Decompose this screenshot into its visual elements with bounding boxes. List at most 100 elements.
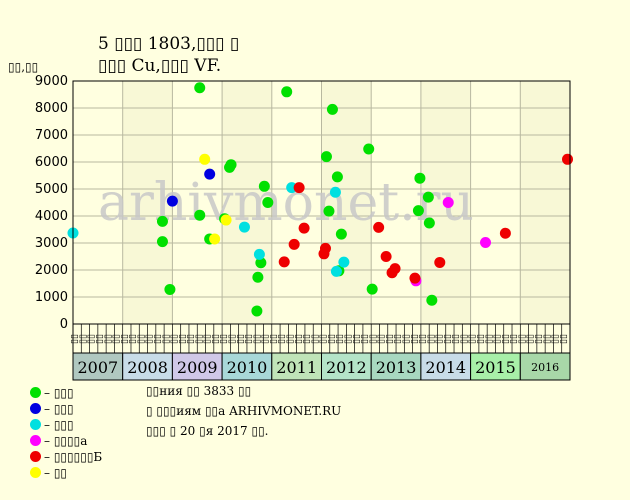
month-tick-label-34: ▯▯ (352, 334, 362, 344)
month-tick-label-53: ▯▯ (509, 334, 519, 344)
month-tick-label-41: ▯▯ (410, 334, 420, 344)
month-tick-label-29: ▯▯ (310, 334, 320, 344)
y-tick-label-3000: 3000 (35, 236, 68, 251)
month-tick-label-40: ▯▯ (401, 334, 411, 344)
month-tick-label-35: ▯▯ (360, 334, 370, 344)
month-tick-label-51: ▯▯ (493, 334, 503, 344)
legend-green-dot (30, 387, 41, 398)
y-tick-label-1000: 1000 (35, 290, 68, 305)
data-point-s4-7 (380, 251, 392, 262)
data-point-s0-11 (255, 257, 267, 269)
legend-blue-label: – ▯▯▯ (44, 402, 74, 416)
month-tick-label-3: ▯▯ (95, 334, 105, 344)
data-point-s0-3 (194, 82, 206, 94)
month-tick-label-11: ▯▯ (161, 334, 171, 344)
year-band-2012 (321, 81, 372, 324)
month-tick-label-50: ▯▯ (484, 334, 494, 344)
month-tick-label-32: ▯▯ (335, 334, 345, 344)
data-points (67, 82, 574, 317)
month-tick-label-58: ▯▯ (551, 334, 561, 344)
legend-red-dot (30, 451, 41, 462)
month-tick-label-12: ▯▯ (170, 334, 180, 344)
y-tick-label-7000: 7000 (35, 128, 68, 143)
data-point-s4-11 (434, 256, 446, 268)
year-label-2016: 2016 (531, 361, 559, 374)
month-tick-label-4: ▯▯ (103, 334, 113, 344)
legend-item-red: – ▯▯▯▯▯▯Б (30, 450, 102, 464)
month-tick-label-23: ▯▯ (261, 334, 271, 344)
year-label-2009: 2009 (177, 358, 218, 377)
legend-blue-dot (30, 403, 41, 414)
data-point-s4-5 (319, 242, 331, 254)
y-tick-label-2000: 2000 (35, 263, 68, 278)
data-point-s0-21 (363, 143, 375, 155)
month-tick-label-31: ▯▯ (327, 334, 337, 344)
year-band-2009 (172, 81, 223, 324)
data-point-s4-1 (288, 238, 300, 250)
y-tick-label-6000: 6000 (35, 155, 68, 170)
chart-title-line-2: ▯▯▯ Cu,▯▯▯ VF. (98, 56, 221, 76)
year-label-2015: 2015 (475, 358, 516, 377)
month-tick-label-57: ▯▯ (542, 334, 552, 344)
year-bands (73, 81, 570, 324)
month-tick-label-49: ▯▯ (476, 334, 486, 344)
data-point-s4-3 (298, 222, 310, 234)
month-tick-label-5: ▯▯ (112, 334, 122, 344)
legend-yellow-label: – ▯▯ (44, 466, 68, 480)
month-tick-label-15: ▯▯ (194, 334, 204, 344)
data-point-s3-1 (442, 197, 454, 208)
legend-magenta-label: – ▯▯▯▯а (44, 434, 88, 448)
y-tick-label-0: 0 (60, 317, 68, 332)
month-tick-label-8: ▯▯ (136, 334, 146, 344)
chart-title-line-1: 5 ▯▯▯ 1803,▯▯▯ ▯ (98, 34, 239, 54)
month-tick-label-27: ▯▯ (294, 334, 304, 344)
month-tick-label-36: ▯▯ (368, 334, 378, 344)
month-tick-label-0: ▯▯ (70, 334, 80, 344)
data-point-s1-1 (204, 168, 216, 180)
year-label-2011: 2011 (276, 358, 317, 377)
month-tick-label-7: ▯▯ (128, 334, 138, 344)
data-point-s4-13 (562, 153, 574, 165)
month-tick-label-39: ▯▯ (393, 334, 403, 344)
year-band-2007 (73, 81, 123, 324)
data-point-s4-2 (293, 182, 305, 194)
year-label-2014: 2014 (425, 358, 466, 377)
month-tick-label-9: ▯▯ (145, 334, 155, 344)
legend-magenta-dot (30, 435, 41, 446)
month-tick-label-43: ▯▯ (426, 334, 436, 344)
month-tick-label-16: ▯▯ (203, 334, 213, 344)
y-tick-label-9000: 9000 (35, 74, 68, 89)
data-point-s4-0 (278, 256, 290, 268)
year-cell-2009 (171, 352, 223, 381)
y-tick-label-5000: 5000 (35, 182, 68, 197)
year-band-2011 (271, 81, 322, 324)
year-band-2016 (520, 81, 570, 324)
month-tick-label-52: ▯▯ (501, 334, 511, 344)
data-point-s0-1 (156, 236, 168, 248)
data-point-s0-22 (366, 283, 378, 295)
y-axis-label: ▯▯,▯▯ (8, 60, 38, 74)
data-point-s2-5 (330, 265, 342, 277)
month-tick-label-45: ▯▯ (443, 334, 453, 344)
data-point-s2-6 (338, 256, 350, 268)
data-point-s0-14 (281, 86, 293, 98)
y-tick-label-8000: 8000 (35, 101, 68, 116)
data-point-s4-6 (373, 221, 385, 233)
year-label-2013: 2013 (376, 358, 417, 377)
data-point-s0-8 (225, 159, 237, 171)
legend-item-blue: – ▯▯▯ (30, 402, 74, 416)
data-point-s0-16 (323, 205, 335, 217)
month-tick-row: ▯▯▯▯▯▯▯▯▯▯▯▯▯▯▯▯▯▯▯▯▯▯▯▯▯▯▯▯▯▯▯▯▯▯▯▯▯▯▯▯… (70, 323, 571, 354)
data-point-s0-25 (422, 191, 434, 203)
year-cell-2012 (321, 352, 372, 381)
data-point-s0-27 (426, 294, 438, 306)
month-tick-label-1: ▯▯ (78, 334, 88, 344)
legend-cyan-dot (30, 419, 41, 430)
y-axis-ticks: 0 1000 2000 3000 4000 5000 6000 7000 8000 9000 (35, 74, 68, 332)
year-cell-2016 (519, 352, 571, 381)
year-band-2008 (122, 81, 173, 324)
month-tick-label-42: ▯▯ (418, 334, 428, 344)
data-point-s5-2 (220, 214, 232, 226)
data-point-s2-2 (253, 248, 265, 260)
